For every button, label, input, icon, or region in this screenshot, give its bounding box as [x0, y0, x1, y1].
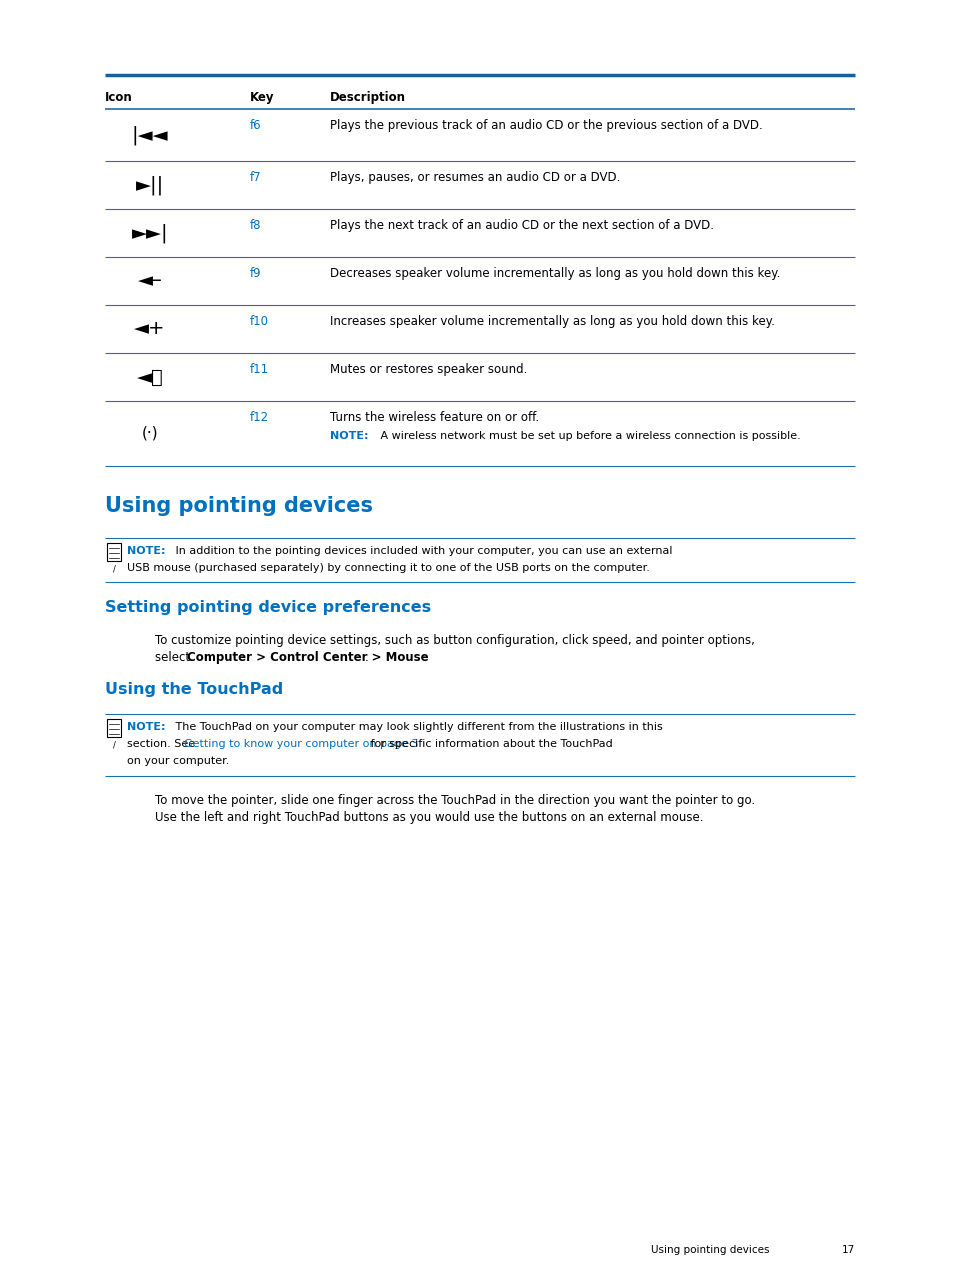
- Text: /: /: [112, 740, 115, 749]
- Text: on your computer.: on your computer.: [127, 756, 229, 766]
- Text: 17: 17: [841, 1245, 854, 1255]
- Text: f6: f6: [250, 119, 261, 132]
- Text: Setting pointing device preferences: Setting pointing device preferences: [105, 599, 431, 615]
- Text: ►►|: ►►|: [132, 224, 168, 243]
- Text: ◄+: ◄+: [134, 320, 166, 339]
- Bar: [107, 544, 121, 561]
- Text: select: select: [154, 652, 193, 664]
- Text: /: /: [112, 564, 115, 573]
- Text: f12: f12: [250, 411, 269, 424]
- Bar: [107, 719, 121, 737]
- Text: NOTE:: NOTE:: [330, 431, 368, 441]
- Text: Decreases speaker volume incrementally as long as you hold down this key.: Decreases speaker volume incrementally a…: [330, 267, 780, 279]
- Text: section. See: section. See: [127, 739, 198, 749]
- Text: f11: f11: [250, 363, 269, 376]
- Text: Icon: Icon: [105, 91, 132, 104]
- Text: To customize pointing device settings, such as button configuration, click speed: To customize pointing device settings, s…: [154, 634, 754, 646]
- Text: f9: f9: [250, 267, 261, 279]
- Text: Computer > Control Center > Mouse: Computer > Control Center > Mouse: [187, 652, 428, 664]
- Text: Using pointing devices: Using pointing devices: [105, 497, 373, 516]
- Text: ►||: ►||: [135, 175, 164, 194]
- Text: NOTE:: NOTE:: [127, 723, 165, 732]
- Text: The TouchPad on your computer may look slightly different from the illustrations: The TouchPad on your computer may look s…: [165, 723, 662, 732]
- Text: Description: Description: [330, 91, 406, 104]
- Text: f8: f8: [250, 218, 261, 232]
- Text: ◄⃠: ◄⃠: [136, 367, 163, 386]
- Text: Use the left and right TouchPad buttons as you would use the buttons on an exter: Use the left and right TouchPad buttons …: [154, 812, 702, 824]
- Text: Turns the wireless feature on or off.: Turns the wireless feature on or off.: [330, 411, 538, 424]
- Text: NOTE:: NOTE:: [127, 546, 165, 556]
- Text: .: .: [365, 652, 369, 664]
- Text: Using the TouchPad: Using the TouchPad: [105, 682, 283, 697]
- Text: Getting to know your computer on page 3: Getting to know your computer on page 3: [184, 739, 418, 749]
- Text: (·): (·): [142, 425, 158, 441]
- Text: |◄◄: |◄◄: [132, 126, 168, 145]
- Text: Plays the next track of an audio CD or the next section of a DVD.: Plays the next track of an audio CD or t…: [330, 218, 713, 232]
- Text: Mutes or restores speaker sound.: Mutes or restores speaker sound.: [330, 363, 527, 376]
- Text: for specific information about the TouchPad: for specific information about the Touch…: [367, 739, 612, 749]
- Text: Increases speaker volume incrementally as long as you hold down this key.: Increases speaker volume incrementally a…: [330, 315, 774, 328]
- Text: Plays the previous track of an audio CD or the previous section of a DVD.: Plays the previous track of an audio CD …: [330, 119, 762, 132]
- Text: Using pointing devices: Using pointing devices: [651, 1245, 769, 1255]
- Text: Key: Key: [250, 91, 274, 104]
- Text: f7: f7: [250, 171, 261, 184]
- Text: To move the pointer, slide one finger across the TouchPad in the direction you w: To move the pointer, slide one finger ac…: [154, 794, 755, 806]
- Text: A wireless network must be set up before a wireless connection is possible.: A wireless network must be set up before…: [370, 431, 800, 441]
- Text: Plays, pauses, or resumes an audio CD or a DVD.: Plays, pauses, or resumes an audio CD or…: [330, 171, 619, 184]
- Text: f10: f10: [250, 315, 269, 328]
- Text: ◄–: ◄–: [137, 272, 162, 291]
- Text: USB mouse (purchased separately) by connecting it to one of the USB ports on the: USB mouse (purchased separately) by conn…: [127, 563, 649, 573]
- Text: In addition to the pointing devices included with your computer, you can use an : In addition to the pointing devices incl…: [165, 546, 672, 556]
